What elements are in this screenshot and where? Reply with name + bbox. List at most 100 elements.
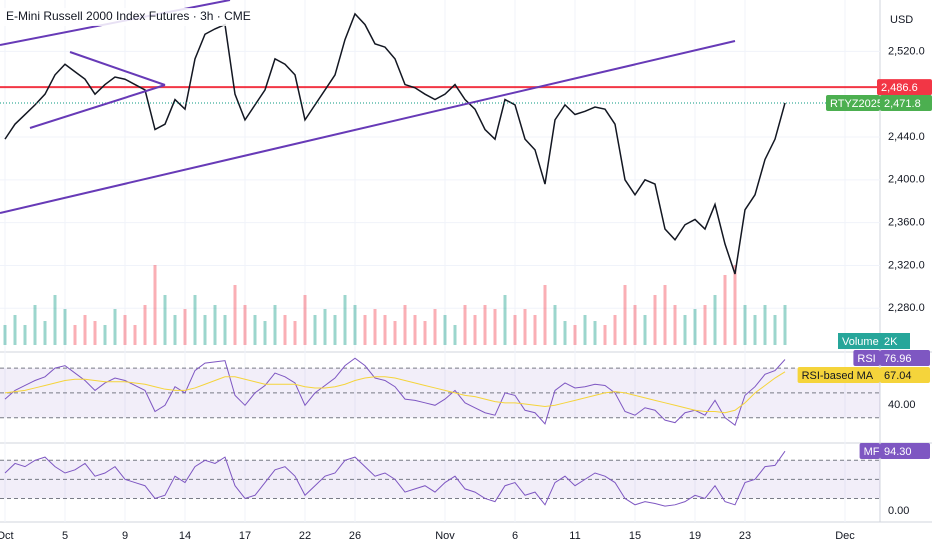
- volume-bar: [133, 325, 137, 345]
- y-tick-label: 40.00: [888, 399, 916, 411]
- x-tick-label: 17: [239, 530, 251, 542]
- series-name-bg: [859, 443, 880, 459]
- volume-bar: [623, 285, 627, 345]
- series-last-label-bg: [880, 443, 930, 459]
- volume-bar: [373, 309, 377, 345]
- y-tick-label: 0.00: [888, 505, 909, 517]
- volume-bar: [283, 315, 287, 345]
- band: [0, 460, 880, 499]
- volume-bar: [273, 305, 277, 345]
- volume-bar: [353, 305, 357, 345]
- volume-bar: [403, 305, 407, 345]
- volume-bar: [723, 275, 727, 345]
- volume-bar: [703, 305, 707, 345]
- x-tick-label: 14: [179, 530, 191, 542]
- marks: Oct 5 9 14 17 22 26 Nov 6 11 15 19 23 Dec 2,280.0 2,320…: [0, 0, 925, 542]
- volume-bar: [633, 305, 637, 345]
- volume-bar: [363, 315, 367, 345]
- y-tick-label: 2,400.0: [888, 174, 925, 186]
- volume-bar: [113, 309, 117, 345]
- volume-bar: [503, 295, 507, 345]
- volume-bar: [763, 305, 767, 345]
- volume-bar: [593, 321, 597, 345]
- volume-bar: [423, 321, 427, 345]
- series-name: RSI: [857, 353, 875, 365]
- volume-bar: [443, 315, 447, 345]
- volume-bar: [583, 315, 587, 345]
- x-tick-label: Oct: [0, 530, 14, 542]
- volume-bar: [753, 315, 757, 345]
- volume-bar: [563, 321, 567, 345]
- title-bg: [0, 8, 232, 26]
- volume-bar: [523, 309, 527, 345]
- volume-bar: [83, 315, 87, 345]
- volume-bar: [43, 321, 47, 345]
- volume-bar: [773, 315, 777, 345]
- x-tick-label: 5: [62, 530, 68, 542]
- x-tick-label: 9: [122, 530, 128, 542]
- volume-bar: [63, 309, 67, 345]
- volume-bar: [253, 315, 257, 345]
- series-line: [4, 450, 786, 507]
- volume-bar: [213, 305, 217, 345]
- volume-bar: [603, 325, 607, 345]
- series-last-label: 94.30: [884, 446, 912, 458]
- level-label: 2,486.6: [881, 82, 918, 94]
- y-tick-label: 2,520.0: [888, 45, 925, 57]
- volume-bar: [183, 309, 187, 345]
- volume-bar: [123, 315, 127, 345]
- series-line: [4, 357, 786, 426]
- volume-bar: [663, 285, 667, 345]
- level-label-bg: [877, 79, 932, 96]
- volume-bar: [743, 305, 747, 345]
- volume-bar: [313, 315, 317, 345]
- x-tick-label: 22: [299, 530, 311, 542]
- series-last-label-bg: [880, 350, 930, 366]
- volume-bar: [323, 309, 327, 345]
- x-tick-label: Dec: [835, 530, 855, 542]
- series-line: [4, 12, 786, 275]
- volume-bar: [573, 325, 577, 345]
- volume-bar: [223, 315, 227, 345]
- volume-bar: [203, 315, 207, 345]
- volume-bar: [483, 305, 487, 345]
- volume-bar: [413, 315, 417, 345]
- volume-bar: [193, 295, 197, 345]
- volume-name: Volume: [842, 336, 879, 348]
- volume-bar: [263, 321, 267, 345]
- x-tick-label: Nov: [435, 530, 455, 542]
- series-name: MF: [864, 446, 880, 458]
- trend-line: [0, 40, 736, 214]
- volume-bar: [533, 315, 537, 345]
- series-last-label: 67.04: [884, 370, 912, 382]
- volume-bar: [553, 305, 557, 345]
- volume-bar: [473, 315, 477, 345]
- volume-bar: [613, 315, 617, 345]
- series-name-bg: [826, 94, 880, 111]
- y-tick-label: 2,360.0: [888, 217, 925, 229]
- volume-label-bg: [838, 333, 910, 349]
- x-tick-label: 19: [689, 530, 701, 542]
- volume-bar: [173, 315, 177, 345]
- y-tick-label: 2,320.0: [888, 259, 925, 271]
- currency: USD: [890, 14, 913, 26]
- volume-bar: [23, 325, 27, 345]
- volume-bar: [343, 295, 347, 345]
- y-tick-label: 2,280.0: [888, 302, 925, 314]
- volume-bar: [383, 315, 387, 345]
- volume-bar: [53, 295, 57, 345]
- series-name-bg: [797, 367, 880, 383]
- volume-bar: [163, 295, 167, 345]
- series-last-label: 2,471.8: [884, 98, 921, 110]
- volume-bar: [513, 315, 517, 345]
- volume-bar: [683, 315, 687, 345]
- x-tick-label: 11: [569, 530, 580, 542]
- volume-bar: [463, 305, 467, 345]
- volume-bar: [433, 309, 437, 345]
- volume-bar: [453, 325, 457, 345]
- volume-bar: [713, 295, 717, 345]
- volume-bar: [293, 321, 297, 345]
- volume-bar: [33, 305, 37, 345]
